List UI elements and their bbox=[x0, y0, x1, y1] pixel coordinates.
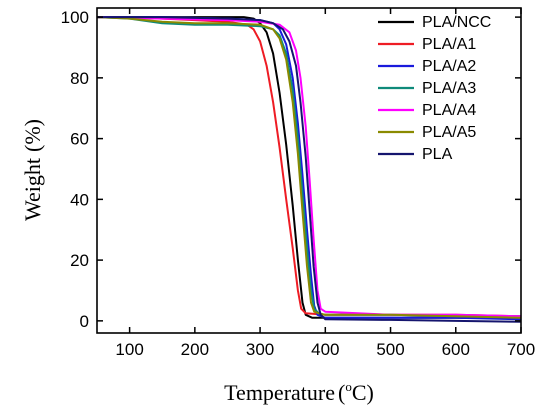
x-axis-title: Temperature (oC) bbox=[224, 379, 374, 405]
x-axis-unit-superscript: o bbox=[345, 379, 352, 394]
y-axis-title: Weight (%) bbox=[20, 119, 45, 221]
y-tick-label: 60 bbox=[70, 130, 89, 149]
legend-label: PLA/NCC bbox=[422, 14, 491, 31]
legend-label: PLA/A1 bbox=[422, 36, 476, 53]
x-tick-label: 700 bbox=[507, 340, 535, 359]
series-layer bbox=[97, 16, 521, 323]
ticks-layer: 100 200 300 400 500 600 700 0 20 40 60 80 100 bbox=[61, 8, 535, 359]
x-tick-label: 200 bbox=[181, 340, 209, 359]
x-tick-label: 400 bbox=[311, 340, 339, 359]
y-tick-label: 80 bbox=[70, 69, 89, 88]
series-line-pla bbox=[97, 16, 521, 323]
x-axis-unit-close: ) bbox=[367, 380, 374, 405]
y-axis-unit: (%) bbox=[20, 119, 45, 152]
x-axis-title-text: Temperature bbox=[224, 380, 335, 405]
legend-label: PLA bbox=[422, 146, 453, 163]
series-line-pla-a4 bbox=[97, 16, 521, 318]
x-tick-label: 600 bbox=[442, 340, 470, 359]
x-tick-label: 100 bbox=[115, 340, 143, 359]
x-tick-label: 500 bbox=[376, 340, 404, 359]
legend-label: PLA/A3 bbox=[422, 80, 476, 97]
x-axis-unit-open: ( bbox=[338, 380, 345, 405]
x-tick-label: 300 bbox=[246, 340, 274, 359]
legend-label: PLA/A5 bbox=[422, 124, 476, 141]
series-line-pla-a5 bbox=[97, 16, 521, 319]
x-axis-unit-main: C bbox=[352, 380, 367, 405]
y-tick-label: 100 bbox=[61, 8, 89, 27]
y-axis-title-text: Weight bbox=[20, 158, 45, 221]
plot-frame bbox=[96, 7, 522, 334]
legend-label: PLA/A2 bbox=[422, 58, 476, 75]
legend-label: PLA/A4 bbox=[422, 102, 476, 119]
legend: PLA/NCC PLA/A1 PLA/A2 PLA/A3 PLA/A4 PLA/A5 PLA bbox=[378, 14, 491, 163]
y-tick-label: 40 bbox=[70, 190, 89, 209]
y-tick-label: 20 bbox=[70, 251, 89, 270]
y-tick-label: 0 bbox=[80, 312, 89, 331]
